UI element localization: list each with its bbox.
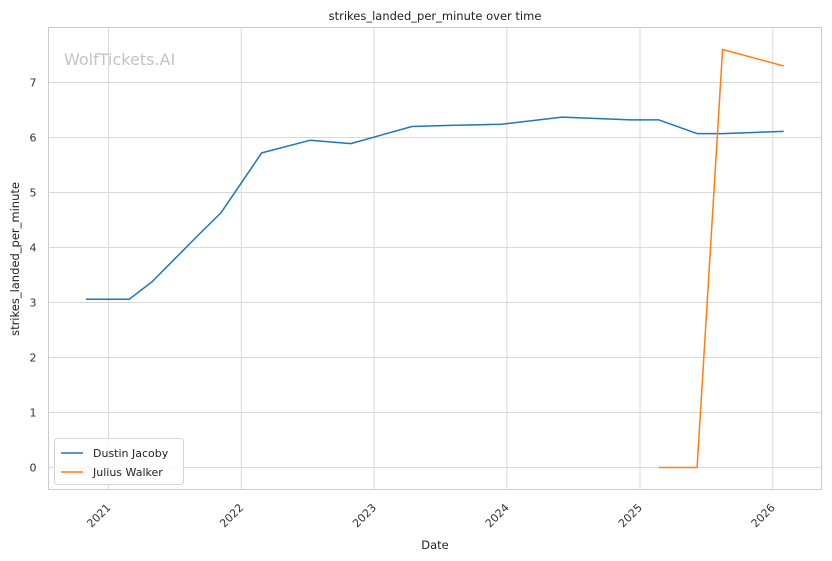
watermark-text: WolfTickets.AI <box>64 50 175 69</box>
y-tick-label: 4 <box>30 242 37 255</box>
y-tick-label: 0 <box>30 462 37 475</box>
legend-label-julius-walker: Julius Walker <box>92 466 163 479</box>
y-tick-label: 1 <box>30 407 37 420</box>
y-tick-label: 3 <box>30 297 37 310</box>
x-axis-label: Date <box>421 538 449 552</box>
legend: Dustin Jacoby Julius Walker <box>54 438 184 485</box>
series-line-julius-walker <box>658 48 784 469</box>
y-tick-label: 2 <box>30 352 37 365</box>
plot-area <box>48 27 822 490</box>
series-lines <box>86 48 784 469</box>
grid-lines <box>48 27 822 490</box>
y-axis-label: strikes_landed_per_minute <box>8 182 22 336</box>
y-tick-label: 6 <box>30 132 37 145</box>
y-axis-ticks: 0 1 2 3 4 5 6 7 <box>30 77 37 475</box>
y-tick-label: 5 <box>30 187 37 200</box>
legend-box <box>54 438 184 485</box>
legend-label-dustin-jacoby: Dustin Jacoby <box>93 447 169 460</box>
chart-title: strikes_landed_per_minute over time <box>329 9 542 23</box>
y-tick-label: 7 <box>30 77 37 90</box>
series-line-dustin-jacoby <box>86 116 784 300</box>
